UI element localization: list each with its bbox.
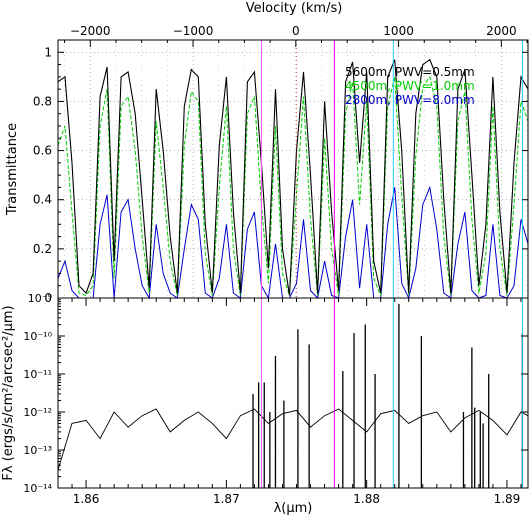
flux-axis-label: Fλ (ergs/s/cm²/arcsec²/μm) (1, 305, 16, 480)
velocity-tick-label-4: 2000 (486, 24, 517, 38)
velocity-tick-label-3: 1000 (383, 24, 414, 38)
wavelength-axis-label: λ(μm) (274, 501, 313, 516)
legend-entry-0: 5600m, PWV=0.5mm (345, 65, 475, 79)
velocity-ticks: −2000 −1000 0 1000 2000 (64, 24, 528, 47)
legend-entry-2: 2800m, PWV=8.0mm (345, 93, 475, 107)
flux-ytick-label-0: 10⁻¹⁴ (23, 482, 52, 495)
top-ytick-label-1: 0.2 (33, 242, 52, 256)
series-line-1 (57, 75, 529, 297)
bottom-panel-frame (57, 297, 529, 489)
top-y-ticks: 0 0.2 0.4 0.6 0.8 1 (33, 45, 528, 305)
flux-ytick-label-1: 10⁻¹³ (23, 444, 52, 457)
top-ytick-label-3: 0.6 (33, 144, 52, 158)
wavelength-tick-label-2: 1.88 (353, 492, 380, 506)
wavelength-tick-label-3: 1.89 (494, 492, 521, 506)
velocity-tick-label-2: 0 (292, 24, 300, 38)
transmittance-axis-label: Transmittance (5, 123, 20, 216)
bottom-vertical-markers (260, 298, 523, 488)
top-ytick-label-5: 1 (44, 45, 52, 59)
top-ytick-label-4: 0.8 (33, 94, 52, 108)
top-ytick-label-0: 0 (44, 291, 52, 305)
wavelength-ticks: 1.86 1.87 1.88 1.89 (57, 298, 522, 506)
flux-ytick-label-4: 10⁻¹⁰ (23, 330, 52, 343)
velocity-tick-label-1: −1000 (173, 24, 214, 38)
flux-y-ticks: 10⁻¹⁴ 10⁻¹³ 10⁻¹² 10⁻¹¹ 10⁻¹⁰ 10⁻⁹ (23, 292, 528, 495)
flux-ytick-label-2: 10⁻¹² (23, 406, 52, 419)
velocity-axis-label: Velocity (km/s) (246, 1, 343, 16)
top-series-group (57, 58, 529, 300)
legend-entry-1: 4500m, PWV=1.0mm (345, 79, 475, 93)
series-line-2 (57, 185, 529, 300)
velocity-tick-label-0: −2000 (70, 24, 111, 38)
flux-ytick-label-5: 10⁻⁹ (28, 292, 52, 305)
flux-ytick-label-3: 10⁻¹¹ (23, 368, 52, 381)
top-ytick-label-2: 0.4 (33, 193, 52, 207)
bottom-series-group (57, 303, 529, 488)
top-panel: 0 0.2 0.4 0.6 0.8 1 −2000 −1000 0 1000 2000 Veloc… (5, 1, 529, 305)
wavelength-tick-label-0: 1.86 (73, 492, 100, 506)
wavelength-tick-label-1: 1.87 (213, 492, 240, 506)
series-line-0 (57, 58, 529, 296)
flux-continuum-line (57, 408, 529, 471)
top-vertical-markers (260, 40, 523, 298)
